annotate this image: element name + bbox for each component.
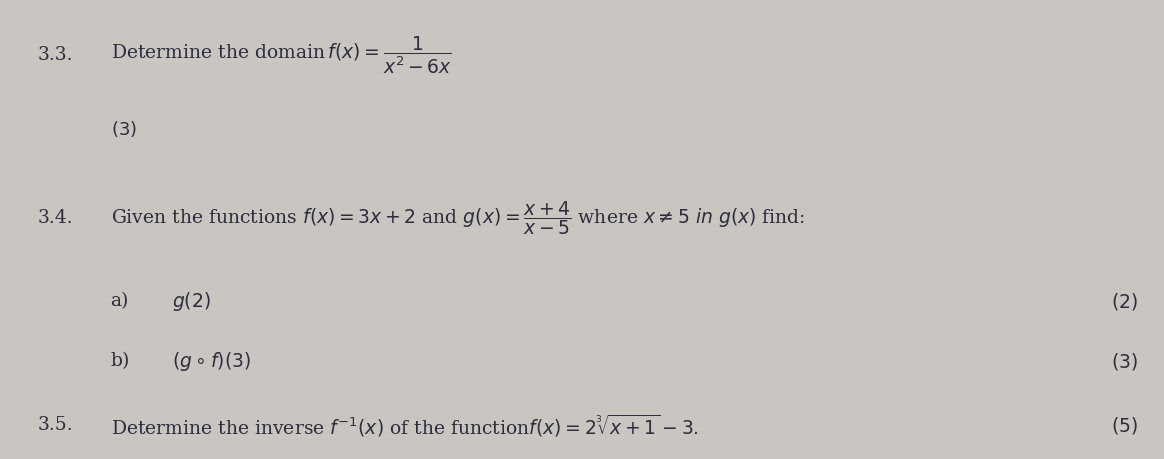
Bar bbox=[0, 24, 1164, 28]
Bar bbox=[0, 431, 1164, 435]
Bar bbox=[0, 0, 1164, 4]
Bar bbox=[0, 263, 1164, 268]
Bar bbox=[0, 391, 1164, 395]
Bar bbox=[0, 399, 1164, 403]
Bar bbox=[0, 144, 1164, 148]
Bar bbox=[0, 343, 1164, 347]
Bar bbox=[0, 200, 1164, 203]
Bar bbox=[0, 319, 1164, 323]
Bar bbox=[0, 207, 1164, 212]
Text: $(3)$: $(3)$ bbox=[111, 118, 136, 139]
Text: $(2)$: $(2)$ bbox=[1112, 290, 1138, 311]
Bar bbox=[0, 216, 1164, 219]
Bar bbox=[0, 335, 1164, 339]
Text: $(5)$: $(5)$ bbox=[1112, 414, 1138, 435]
Bar bbox=[0, 88, 1164, 92]
Bar bbox=[0, 8, 1164, 12]
Bar bbox=[0, 295, 1164, 299]
Text: 3.3.: 3.3. bbox=[37, 46, 72, 64]
Bar bbox=[0, 231, 1164, 235]
Bar bbox=[0, 112, 1164, 116]
Bar bbox=[0, 455, 1164, 459]
Bar bbox=[0, 256, 1164, 259]
Text: 3.5.: 3.5. bbox=[37, 415, 73, 434]
Bar bbox=[0, 439, 1164, 443]
Bar bbox=[0, 64, 1164, 68]
Bar bbox=[0, 375, 1164, 379]
Bar bbox=[0, 104, 1164, 108]
Bar bbox=[0, 327, 1164, 331]
Text: Given the functions $f(x) = 3x+2$ and $g(x) = \dfrac{x+4}{x-5}$ where $x \neq 5$: Given the functions $f(x) = 3x+2$ and $g… bbox=[111, 199, 804, 237]
Bar bbox=[0, 359, 1164, 363]
Bar bbox=[0, 191, 1164, 196]
Bar bbox=[0, 287, 1164, 291]
Bar bbox=[0, 311, 1164, 315]
Text: $(g \circ f)(3)$: $(g \circ f)(3)$ bbox=[172, 349, 251, 372]
Bar bbox=[0, 80, 1164, 84]
Bar bbox=[0, 224, 1164, 228]
Text: Determine the inverse $f^{-1}(x)$ of the function$f(x) = 2\sqrt[3]{x+1}-3.$: Determine the inverse $f^{-1}(x)$ of the… bbox=[111, 412, 698, 437]
Text: $g(2)$: $g(2)$ bbox=[172, 289, 211, 312]
Bar bbox=[0, 96, 1164, 100]
Bar bbox=[0, 40, 1164, 44]
Bar bbox=[0, 240, 1164, 243]
Bar bbox=[0, 32, 1164, 36]
Bar bbox=[0, 48, 1164, 52]
Text: Determine the domain$\,f(x) = \dfrac{1}{x^2-6x}$: Determine the domain$\,f(x) = \dfrac{1}{… bbox=[111, 34, 452, 76]
Text: b): b) bbox=[111, 351, 130, 369]
Bar bbox=[0, 447, 1164, 451]
Bar bbox=[0, 168, 1164, 172]
Bar bbox=[0, 151, 1164, 156]
Bar bbox=[0, 423, 1164, 427]
Bar bbox=[0, 128, 1164, 132]
Text: $(3)$: $(3)$ bbox=[1112, 350, 1138, 371]
Bar bbox=[0, 383, 1164, 387]
Bar bbox=[0, 184, 1164, 188]
Bar bbox=[0, 16, 1164, 20]
Bar bbox=[0, 176, 1164, 179]
Bar bbox=[0, 271, 1164, 275]
Bar bbox=[0, 367, 1164, 371]
Bar bbox=[0, 120, 1164, 124]
Bar bbox=[0, 56, 1164, 60]
Bar bbox=[0, 351, 1164, 355]
Bar bbox=[0, 72, 1164, 76]
Bar bbox=[0, 415, 1164, 419]
Bar bbox=[0, 136, 1164, 140]
Bar bbox=[0, 303, 1164, 308]
Bar bbox=[0, 247, 1164, 252]
Text: a): a) bbox=[111, 291, 129, 310]
Bar bbox=[0, 160, 1164, 164]
Text: 3.4.: 3.4. bbox=[37, 209, 73, 227]
Bar bbox=[0, 407, 1164, 411]
Bar bbox=[0, 280, 1164, 283]
